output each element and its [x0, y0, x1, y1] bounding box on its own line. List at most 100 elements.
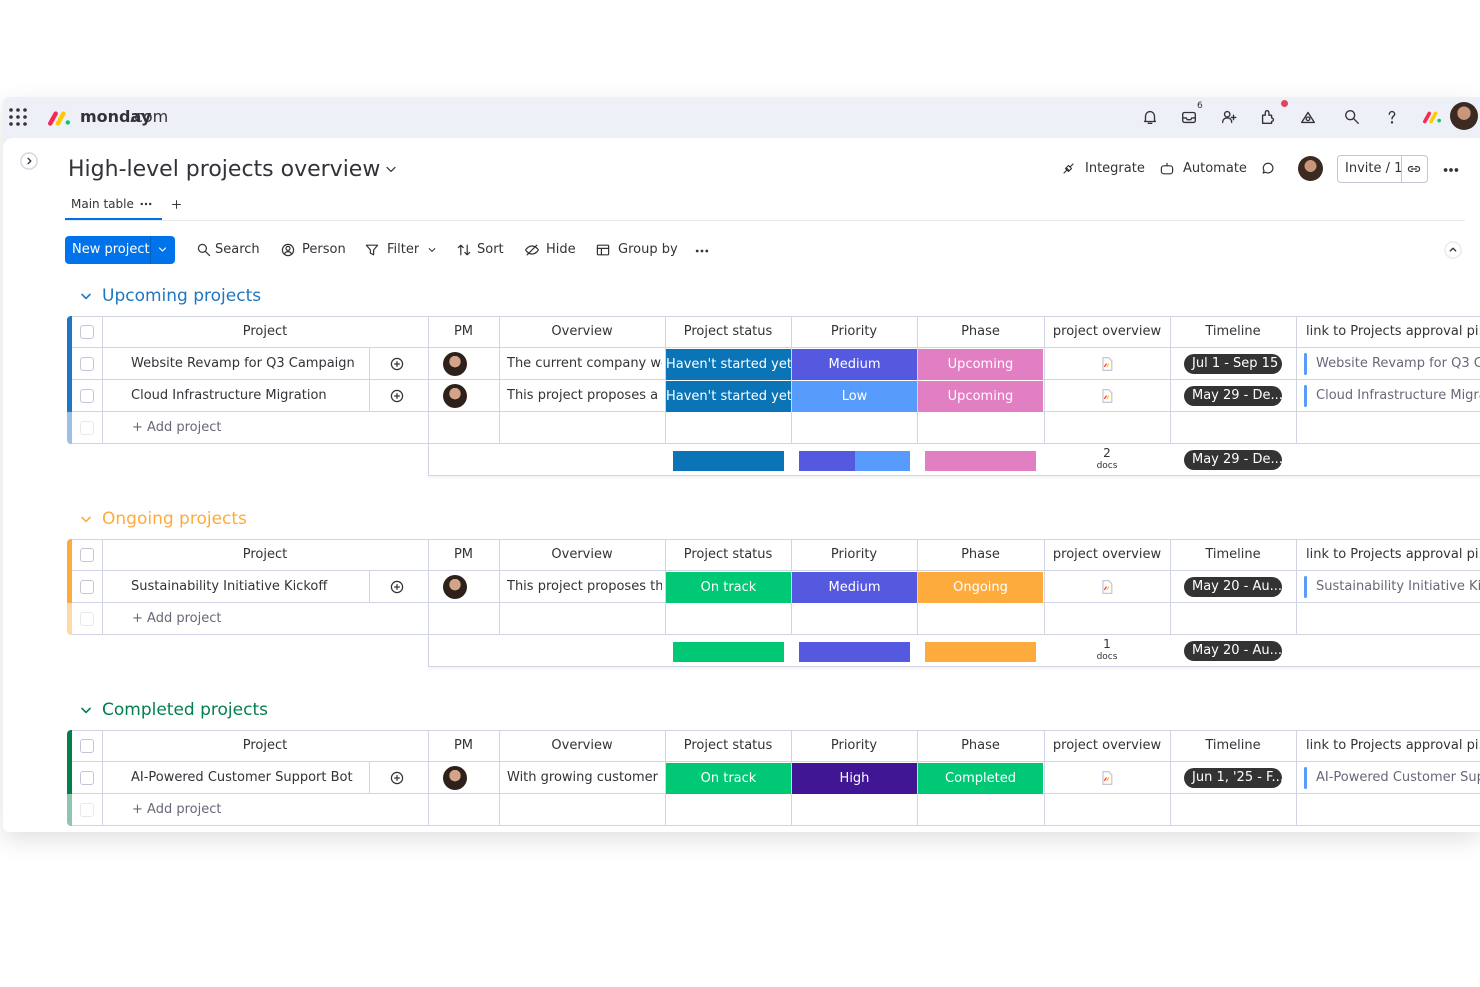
add-item[interactable]: + Add project [132, 611, 222, 626]
sort-button[interactable]: Sort [477, 242, 504, 257]
invite-button[interactable]: Invite / 1 [1345, 161, 1403, 176]
status-label[interactable]: On track [666, 763, 791, 794]
phase-label[interactable]: Upcoming [918, 349, 1043, 380]
integrate-button[interactable]: Integrate [1085, 161, 1145, 176]
overview-text[interactable]: This project proposes the... [507, 579, 662, 594]
project-name[interactable]: AI-Powered Customer Support Bot [131, 770, 353, 785]
new-item-menu[interactable] [155, 242, 170, 257]
priority-label[interactable]: Low [792, 381, 917, 412]
column-header: PM [453, 738, 474, 753]
new-item-button[interactable] [65, 236, 175, 264]
status-summary-segment [673, 642, 784, 662]
add-update[interactable] [389, 579, 405, 595]
overview-text[interactable]: This project proposes a c... [507, 388, 662, 403]
docs-label: docs [1096, 652, 1118, 662]
select-all[interactable] [80, 739, 94, 753]
link-text[interactable]: AI-Powered Customer Supp... [1316, 770, 1480, 785]
new-item-label[interactable]: New project [72, 242, 150, 257]
add-view[interactable] [170, 198, 183, 211]
automate-icon [1159, 161, 1175, 177]
link-text[interactable]: Cloud Infrastructure Migrati... [1316, 388, 1480, 403]
link-bar [1304, 385, 1307, 407]
doc-file[interactable] [1099, 388, 1115, 404]
timeline-pill[interactable]: Jul 1 - Sep 15 [1184, 354, 1282, 374]
add-update[interactable] [389, 770, 405, 786]
column-header: Phase [961, 324, 1000, 339]
search[interactable] [1343, 108, 1361, 126]
add-update[interactable] [389, 356, 405, 372]
project-name[interactable]: Website Revamp for Q3 Campaign [131, 356, 355, 371]
board-more[interactable] [1442, 161, 1460, 179]
automate-button[interactable]: Automate [1183, 161, 1247, 176]
filter-button[interactable]: Filter [387, 242, 420, 257]
tab-more[interactable] [139, 197, 153, 211]
group-collapse[interactable] [78, 288, 94, 304]
group-by-button[interactable]: Group by [618, 242, 678, 257]
phase-label[interactable]: Ongoing [918, 572, 1043, 603]
apps-menu[interactable] [8, 107, 28, 127]
select-all[interactable] [80, 548, 94, 562]
toolbar-more[interactable] [694, 243, 710, 259]
priority-label[interactable]: Medium [792, 572, 917, 603]
timeline-pill[interactable]: Jun 1, '25 - F... [1184, 768, 1282, 788]
group-collapse[interactable] [78, 702, 94, 718]
search-button[interactable]: Search [215, 242, 260, 257]
sidebar-toggle[interactable] [20, 152, 38, 170]
timeline-pill[interactable]: May 29 - De... [1184, 386, 1282, 406]
project-name[interactable]: Sustainability Initiative Kickoff [131, 579, 328, 594]
status-label[interactable]: Haven't started yet [666, 349, 791, 380]
group-title[interactable]: Completed projects [102, 700, 268, 720]
group-collapse[interactable] [78, 511, 94, 527]
notifications[interactable] [1141, 108, 1159, 126]
priority-label[interactable]: Medium [792, 349, 917, 380]
docs-count: 2 [1103, 447, 1111, 460]
status-label[interactable]: On track [666, 572, 791, 603]
title-menu[interactable] [383, 161, 399, 177]
col-sep [499, 539, 500, 635]
doc-file[interactable] [1099, 356, 1115, 372]
link-text[interactable]: Website Revamp for Q3 Ca... [1316, 356, 1480, 371]
copy-link[interactable] [1406, 161, 1422, 177]
invite-members[interactable] [1220, 108, 1238, 126]
col-sep [102, 316, 103, 444]
overview-text[interactable]: With growing customer s... [507, 770, 662, 785]
row-checkbox[interactable] [80, 580, 94, 594]
search-icon [196, 242, 212, 258]
summary-row [428, 635, 1480, 667]
priority-label[interactable]: High [792, 763, 917, 794]
add-item[interactable]: + Add project [132, 802, 222, 817]
phase-summary-segment [925, 642, 1036, 662]
link-text[interactable]: Sustainability Initiative Kickoff [1316, 579, 1480, 594]
hide-button[interactable]: Hide [546, 242, 576, 257]
select-all[interactable] [80, 325, 94, 339]
project-name[interactable]: Cloud Infrastructure Migration [131, 388, 327, 403]
integrations[interactable] [1259, 108, 1277, 126]
user-avatar[interactable] [1450, 102, 1478, 130]
view-tab[interactable]: Main table [71, 197, 134, 211]
person-icon [280, 242, 296, 258]
doc-file[interactable] [1099, 579, 1115, 595]
add-update[interactable] [389, 388, 405, 404]
filter-menu[interactable] [425, 243, 439, 257]
group-title[interactable]: Ongoing projects [102, 509, 247, 529]
person-button[interactable]: Person [302, 242, 346, 257]
help[interactable] [1383, 108, 1401, 126]
row-checkbox[interactable] [80, 771, 94, 785]
group-title[interactable]: Upcoming projects [102, 286, 262, 306]
updates[interactable] [1260, 161, 1276, 177]
phase-label[interactable]: Upcoming [918, 381, 1043, 412]
doc-file[interactable] [1099, 770, 1115, 786]
row-checkbox[interactable] [80, 357, 94, 371]
inbox[interactable] [1180, 108, 1198, 126]
col-sep [665, 316, 666, 444]
col-sep [1296, 539, 1297, 635]
row-checkbox[interactable] [80, 389, 94, 403]
add-item[interactable]: + Add project [132, 420, 222, 435]
collapse-toolbar[interactable] [1444, 241, 1462, 259]
phase-label[interactable]: Completed [918, 763, 1043, 794]
status-label[interactable]: Haven't started yet [666, 381, 791, 412]
timeline-pill[interactable]: May 20 - Au... [1184, 577, 1282, 597]
marketplace[interactable] [1299, 108, 1317, 126]
overview-text[interactable]: The current company we... [507, 356, 662, 371]
header-row [72, 730, 1480, 762]
